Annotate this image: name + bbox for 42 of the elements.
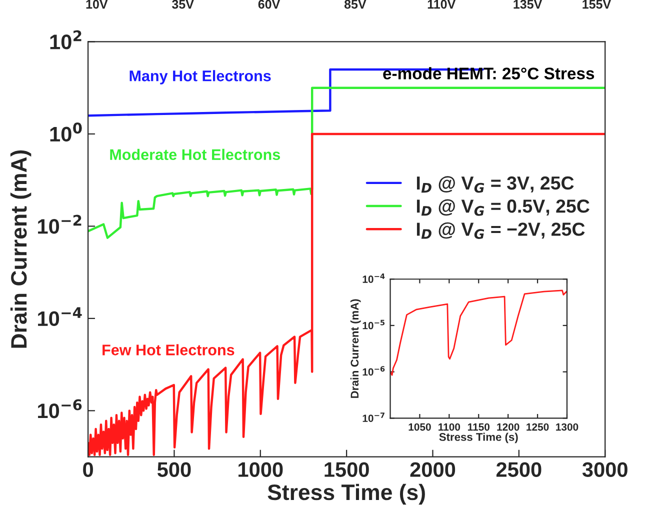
x2-tick-label: 155V [582, 0, 611, 9]
x-tick-label: 500 [157, 462, 191, 477]
y-axis-title: Drain Current (mA) [10, 150, 32, 348]
x2-tick-label: 85V [344, 0, 366, 9]
x2-tick-label: 135V [514, 0, 542, 9]
x-tick-label: 0 [83, 462, 93, 477]
x-tick-label: 1050 [408, 423, 431, 431]
x-axis-title: Stress Time (s) [268, 484, 425, 505]
x2-tick-label: 110V [428, 0, 456, 9]
x-tick-label: 1500 [324, 462, 369, 477]
legend-label: I$_{D}$ @ V$_{G}$ = 3V, 25C [416, 176, 574, 193]
y-tick-label: 10$^{−2}$ [38, 214, 82, 234]
x2-tick-label: 10V [86, 0, 108, 9]
x-axis-title: Stress Time (s) [439, 432, 518, 444]
y-tick-label: 10$^{−4}$ [38, 307, 82, 326]
annotation: e-mode HEMT: 25°C Stress [383, 67, 594, 80]
y-tick-label: 10$^{−6}$ [362, 366, 385, 376]
x-tick-label: 1200 [497, 423, 520, 431]
y-axis-title: Drain Current (mA) [350, 299, 361, 398]
annotation: Moderate Hot Electrons [110, 148, 280, 160]
x-tick-label: 1250 [526, 423, 549, 431]
legend-label: I$_{D}$ @ V$_{G}$ = 0.5V, 25C [416, 199, 590, 216]
annotation: Few Hot Electrons [102, 344, 234, 356]
line-series [88, 86, 606, 239]
y-tick-label: 10$^{2}$ [50, 30, 82, 50]
x-tick-label: 3000 [582, 462, 628, 477]
line-series [390, 290, 567, 376]
x2-tick-label: 60V [258, 0, 280, 9]
legend-label: I$_{D}$ @ V$_{G}$ = −2V, 25C [416, 222, 585, 239]
y-tick-label: 10$^{−4}$ [362, 274, 385, 283]
x-tick-label: 2500 [496, 462, 542, 477]
annotation: Many Hot Electrons [130, 70, 271, 84]
x-tick-label: 1300 [556, 423, 578, 431]
x-tick-label: 1000 [238, 462, 283, 477]
x2-tick-label: 35V [172, 0, 194, 9]
y-tick-label: 10$^{−7}$ [362, 412, 384, 422]
x-tick-label: 1100 [438, 423, 460, 431]
x-tick-label: 1150 [468, 423, 490, 431]
y-tick-label: 10$^{0}$ [50, 122, 82, 142]
x-tick-label: 2000 [410, 462, 456, 477]
y-tick-label: 10$^{−5}$ [362, 320, 385, 330]
y-tick-label: 10$^{−6}$ [38, 399, 82, 418]
